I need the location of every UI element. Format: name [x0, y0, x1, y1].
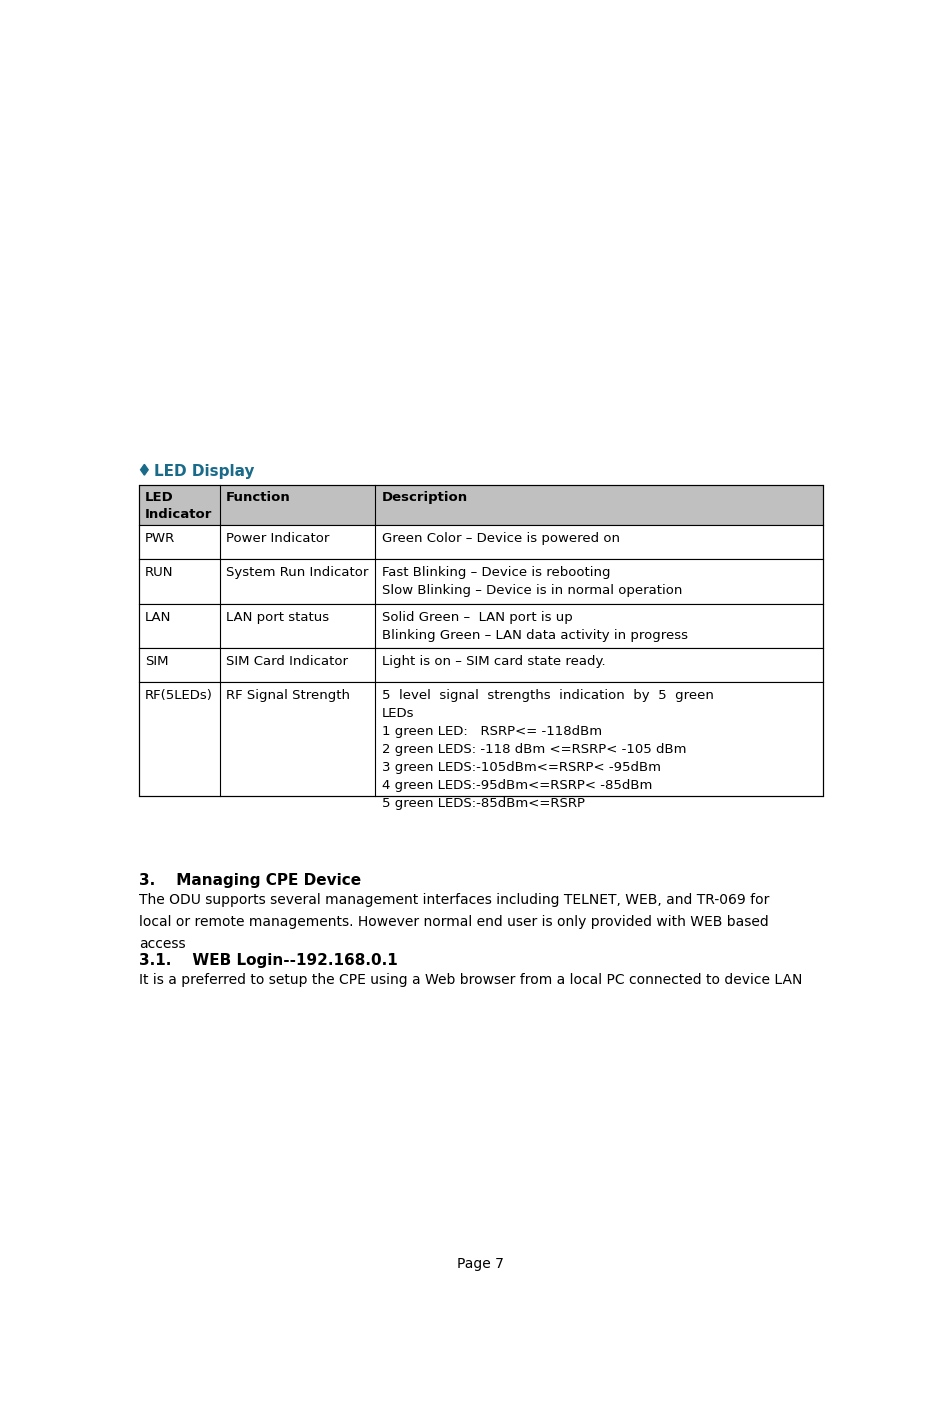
- Text: 5  level  signal  strengths  indication  by  5  green
LEDs
1 green LED:   RSRP<=: 5 level signal strengths indication by 5…: [382, 690, 714, 811]
- Text: LAN: LAN: [145, 611, 172, 624]
- Text: 3.    Managing CPE Device: 3. Managing CPE Device: [139, 874, 361, 888]
- Text: RF(5LEDs): RF(5LEDs): [145, 690, 213, 703]
- Text: Page 7: Page 7: [458, 1257, 504, 1271]
- Polygon shape: [141, 465, 148, 475]
- Bar: [139, 604, 823, 648]
- Text: SIM: SIM: [145, 656, 169, 668]
- Text: Fast Blinking – Device is rebooting
Slow Blinking – Device is in normal operatio: Fast Blinking – Device is rebooting Slow…: [382, 566, 682, 597]
- Text: Description: Description: [382, 490, 468, 503]
- Text: RF Signal Strength: RF Signal Strength: [226, 690, 350, 703]
- Text: LAN port status: LAN port status: [226, 611, 329, 624]
- Text: LED Display: LED Display: [155, 465, 255, 479]
- Bar: [139, 648, 823, 683]
- Bar: [139, 526, 823, 559]
- Text: RUN: RUN: [145, 566, 174, 579]
- Text: Function: Function: [226, 490, 291, 503]
- Text: 3.1.    WEB Login--192.168.0.1: 3.1. WEB Login--192.168.0.1: [139, 953, 398, 969]
- Text: The ODU supports several management interfaces including TELNET, WEB, and TR-069: The ODU supports several management inte…: [139, 893, 769, 950]
- Text: Green Color – Device is powered on: Green Color – Device is powered on: [382, 532, 620, 546]
- Text: It is a preferred to setup the CPE using a Web browser from a local PC connected: It is a preferred to setup the CPE using…: [139, 973, 802, 988]
- Text: System Run Indicator: System Run Indicator: [226, 566, 369, 579]
- Bar: [139, 683, 823, 797]
- Text: Solid Green –  LAN port is up
Blinking Green – LAN data activity in progress: Solid Green – LAN port is up Blinking Gr…: [382, 611, 688, 641]
- Text: Power Indicator: Power Indicator: [226, 532, 329, 546]
- Bar: [139, 485, 823, 526]
- Text: LED
Indicator: LED Indicator: [145, 490, 213, 520]
- Text: SIM Card Indicator: SIM Card Indicator: [226, 656, 348, 668]
- Text: Light is on – SIM card state ready.: Light is on – SIM card state ready.: [382, 656, 605, 668]
- Bar: [139, 559, 823, 604]
- Text: PWR: PWR: [145, 532, 175, 546]
